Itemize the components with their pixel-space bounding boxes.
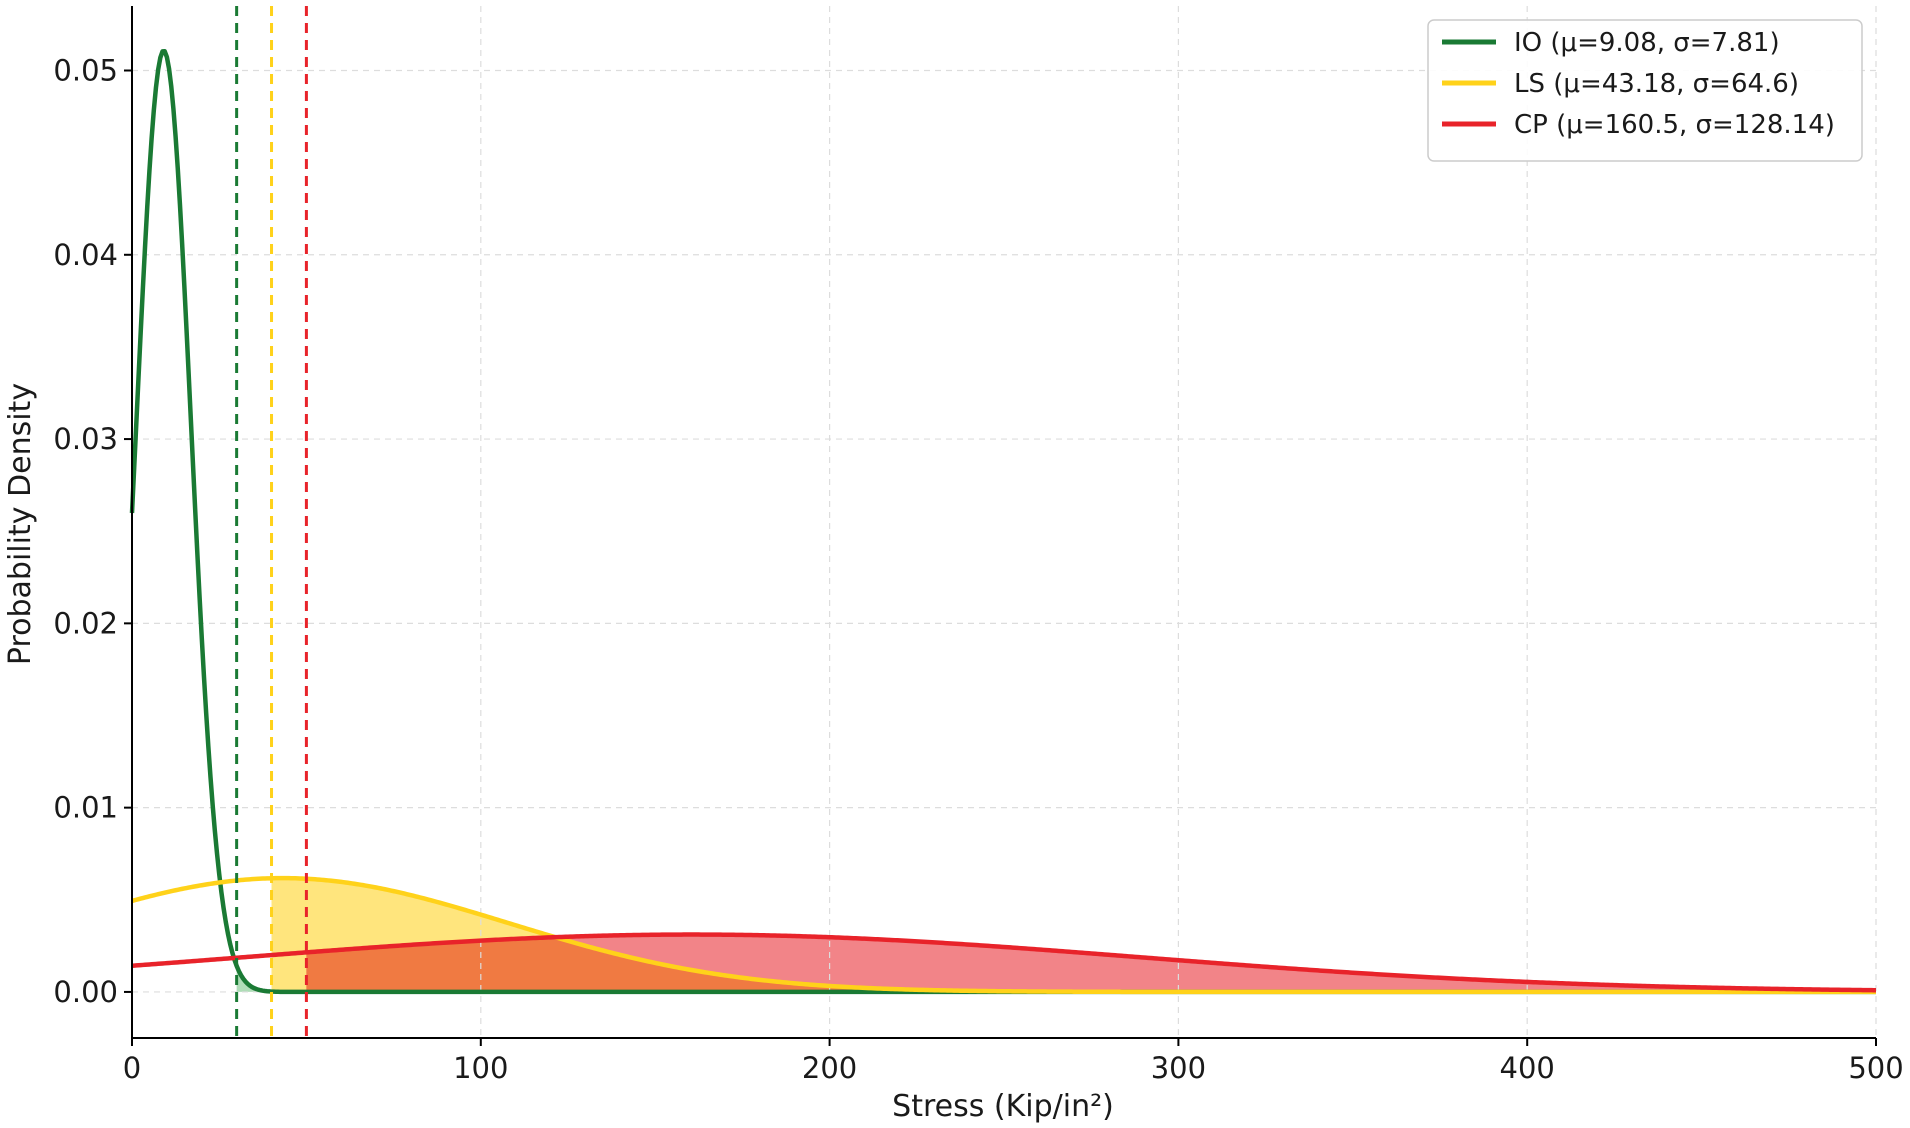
x-tick-label-3: 300: [1151, 1051, 1206, 1085]
series-line-0: [129, 49, 1877, 995]
y-tick-label-0: 0.00: [53, 975, 118, 1009]
series-line-2: [131, 932, 1877, 993]
legend-box: [1427, 19, 1863, 162]
y-tick-label-2: 0.02: [53, 606, 118, 640]
tick-layer: 0 100 200 300 400 500 0.00 0.01 0.02 0.03 0.04 0.05: [53, 54, 1903, 1086]
series-line-1: [131, 875, 1877, 995]
curve-layer: [129, 49, 1877, 995]
fill-layer: [236, 878, 1876, 992]
y-tick-label-5: 0.05: [53, 54, 118, 88]
axes-layer: [131, 6, 1876, 1039]
x-tick-label-5: 500: [1848, 1051, 1903, 1085]
x-axis-label: Stress (Kip/in²): [892, 1089, 1114, 1124]
y-tick-label-1: 0.01: [53, 791, 118, 825]
x-tick-label-0: 0: [123, 1051, 141, 1085]
y-tick-label-3: 0.03: [53, 422, 118, 456]
y-tick-label-4: 0.04: [53, 238, 118, 272]
overlap-area: [306, 937, 1876, 992]
legend-label-2: CP (μ=160.5, σ=128.14): [1514, 110, 1835, 140]
x-tick-label-1: 100: [453, 1051, 508, 1085]
legend: IO (μ=9.08, σ=7.81) LS (μ=43.18, σ=64.6) C…: [1427, 19, 1863, 162]
y-axis-label: Probability Density: [3, 383, 38, 665]
threshold-layer: [235, 6, 308, 1038]
legend-label-0: IO (μ=9.08, σ=7.81): [1514, 28, 1780, 58]
x-tick-label-4: 400: [1500, 1051, 1555, 1085]
x-tick-label-2: 200: [802, 1051, 857, 1085]
legend-label-1: LS (μ=43.18, σ=64.6): [1514, 69, 1799, 99]
